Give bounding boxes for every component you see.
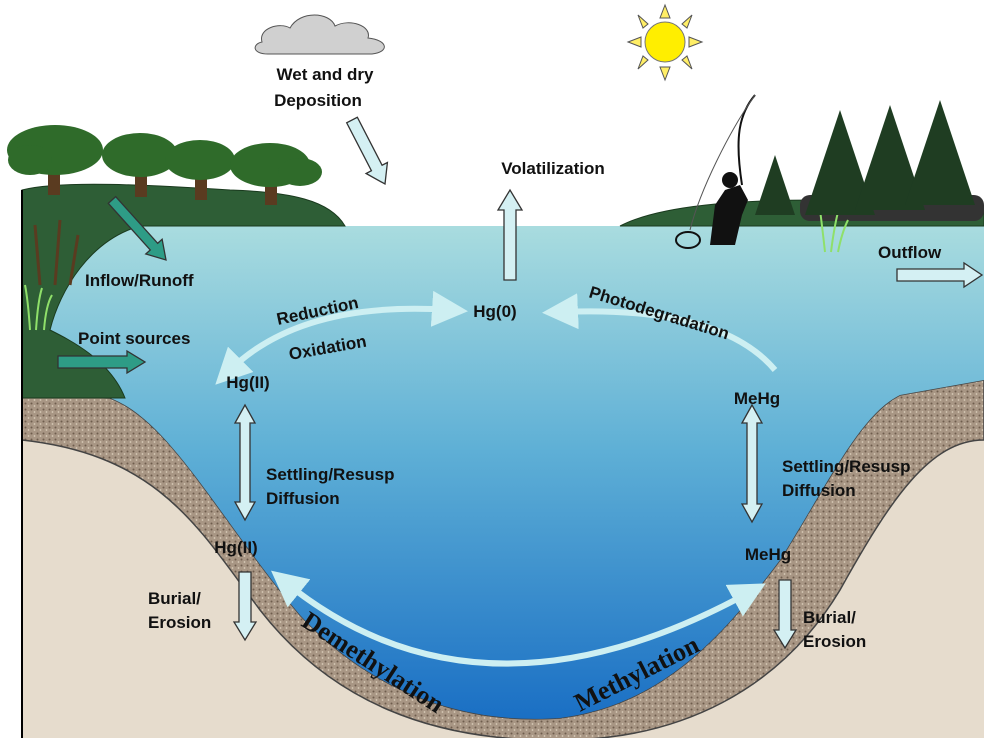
cloud xyxy=(255,15,384,54)
label: Diffusion xyxy=(266,489,340,508)
page: {"labels": { "deposition": ["Wet and dry… xyxy=(0,0,984,738)
label: Erosion xyxy=(803,632,866,651)
label: Settling/Resusp xyxy=(782,457,910,476)
label: Burial/ xyxy=(803,608,856,627)
arrow xyxy=(347,117,388,184)
label: Deposition xyxy=(274,91,362,110)
label: Volatilization xyxy=(501,159,605,178)
label: Settling/Resusp xyxy=(266,465,394,484)
label: Erosion xyxy=(148,613,211,632)
pine-trees xyxy=(755,100,975,215)
label: Wet and dry xyxy=(277,65,375,84)
label: MeHg xyxy=(734,389,780,408)
label: Inflow/Runoff xyxy=(85,271,194,290)
label: MeHg xyxy=(745,545,791,564)
label: Hg(0) xyxy=(473,302,516,321)
diagram: Wet and dry Deposition Volatilization In… xyxy=(0,0,984,738)
label: Diffusion xyxy=(782,481,856,500)
label: Outflow xyxy=(878,243,942,262)
sun xyxy=(628,5,702,80)
label: Burial/ xyxy=(148,589,201,608)
label: Hg(II) xyxy=(214,538,257,557)
label: Point sources xyxy=(78,329,190,348)
label: Hg(II) xyxy=(226,373,269,392)
